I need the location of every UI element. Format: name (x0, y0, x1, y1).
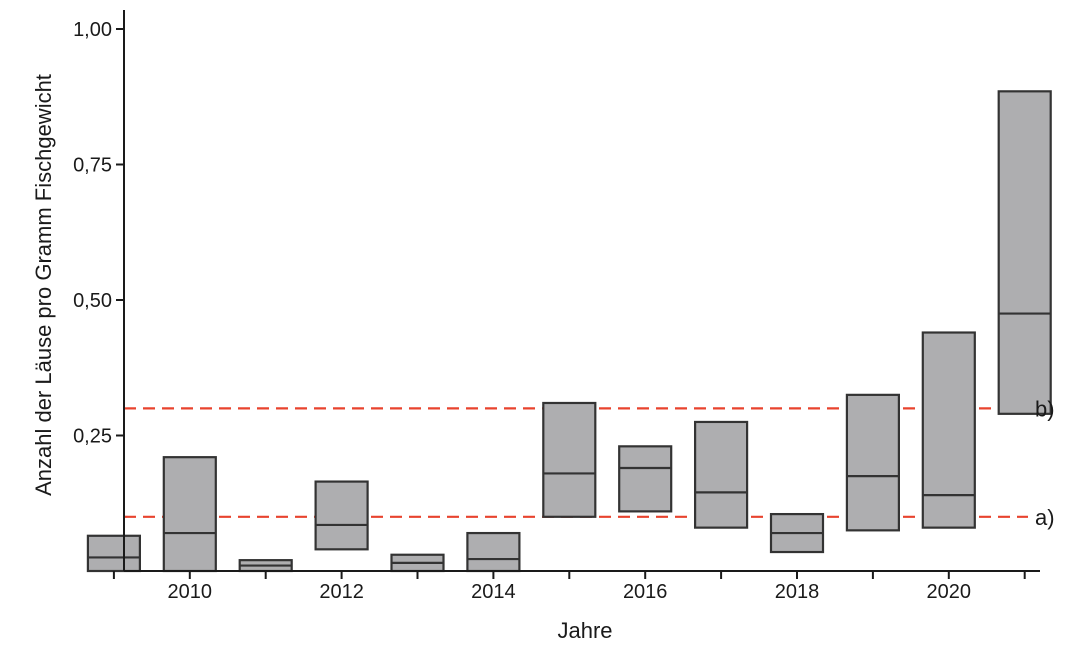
box-2009 (86, 534, 142, 573)
y-ticks: 0,25 0,50 0,75 1,00 (73, 19, 124, 448)
box-2017 (693, 420, 749, 529)
reference-line-label: b) (1035, 396, 1055, 421)
x-axis-title: Jahre (557, 618, 612, 643)
reference-line-label: a) (1035, 505, 1055, 530)
x-tick-label: 2010 (168, 581, 213, 603)
reference-labels: a) b) (1035, 396, 1055, 529)
x-tick-label: 2020 (927, 581, 972, 603)
x-tick-label: 2018 (775, 581, 820, 603)
axes (123, 10, 1040, 572)
box-2021 (997, 90, 1052, 415)
x-tick-label: 2016 (623, 581, 668, 603)
box-2012 (314, 480, 369, 551)
box-2020 (921, 331, 976, 529)
box-2019 (845, 393, 901, 532)
y-tick-label: 0,25 (73, 426, 112, 448)
box-2014 (466, 531, 521, 573)
box-2010 (162, 456, 217, 573)
x-tick-label: 2012 (319, 581, 364, 603)
x-ticks: 2010 2012 2014 2016 2018 2020 (112, 571, 1026, 603)
y-tick-label: 1,00 (73, 19, 112, 41)
x-tick-label: 2014 (471, 581, 516, 603)
box-2015 (542, 401, 597, 518)
box-series (86, 90, 1052, 573)
y-tick-label: 0,50 (73, 290, 112, 312)
y-axis-title: Anzahl der Läuse pro Gramm Fischgewicht (31, 74, 56, 496)
box-2016 (618, 445, 673, 513)
y-tick-label: 0,75 (73, 155, 112, 177)
